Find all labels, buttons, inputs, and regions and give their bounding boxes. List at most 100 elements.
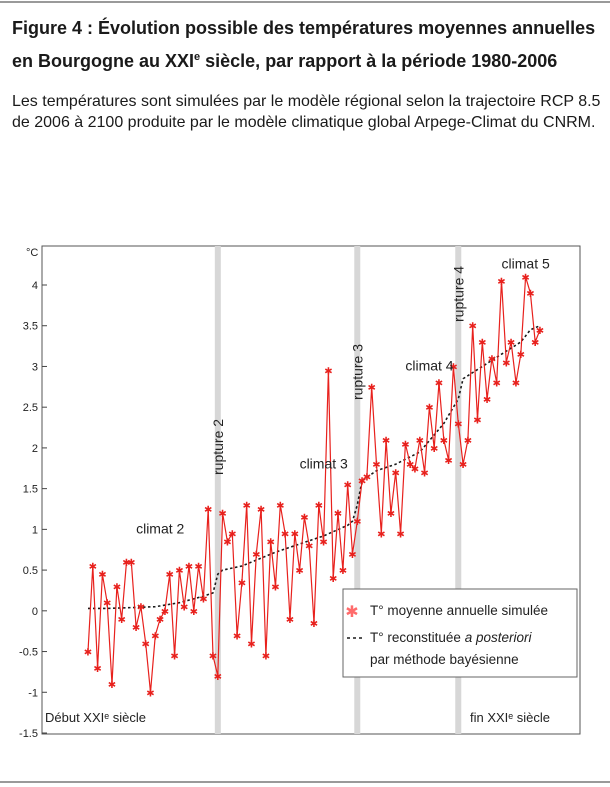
simulated-point: ✱ [199, 595, 207, 606]
simulated-point: ✱ [344, 481, 352, 492]
simulated-point: ✱ [295, 566, 303, 577]
simulated-point: ✱ [420, 468, 428, 479]
simulated-point: ✱ [93, 664, 101, 675]
simulated-point: ✱ [353, 517, 361, 528]
period-labels: climat 2 climat 3 climat 4 climat 5 [136, 256, 550, 537]
simulated-point: ✱ [425, 403, 433, 414]
rupture-band [214, 246, 221, 734]
simulated-line [87, 276, 541, 693]
simulated-point: ✱ [348, 550, 356, 561]
simulated-point: ✱ [334, 509, 342, 520]
simulated-point: ✱ [252, 550, 260, 561]
y-tick-label: -1.5 [19, 728, 38, 740]
simulated-point: ✱ [324, 367, 332, 378]
simulated-point: ✱ [483, 395, 491, 406]
reconstructed-line [88, 324, 541, 610]
top-rule [0, 1, 610, 3]
y-tick-label: 1.5 [23, 484, 38, 496]
simulated-point: ✱ [464, 436, 472, 447]
period-label: climat 4 [405, 358, 453, 374]
simulated-point: ✱ [271, 582, 279, 593]
y-tick-label: -0.5 [19, 647, 38, 659]
simulated-point: ✱ [118, 615, 126, 626]
rupture-label: rupture 4 [450, 266, 466, 322]
rupture-band [354, 246, 361, 734]
simulated-point: ✱ [209, 652, 217, 663]
simulated-point: ✱ [281, 529, 289, 540]
simulated-point: ✱ [262, 652, 270, 663]
simulated-point: ✱ [493, 379, 501, 390]
simulated-point: ✱ [444, 456, 452, 467]
simulated-point: ✱ [122, 558, 130, 569]
simulated-point: ✱ [526, 289, 534, 300]
simulated-point: ✱ [319, 538, 327, 549]
simulated-point: ✱ [113, 582, 121, 593]
simulated-point: ✱ [127, 558, 135, 569]
simulated-point: ✱ [416, 436, 424, 447]
simulated-point: ✱ [286, 615, 294, 626]
simulated-point: ✱ [291, 529, 299, 540]
simulated-point: ✱ [512, 379, 520, 390]
simulated-point: ✱ [166, 570, 174, 581]
simulated-point: ✱ [103, 599, 111, 610]
simulated-point: ✱ [137, 603, 145, 614]
period-label: climat 5 [502, 256, 550, 272]
simulated-series: ✱✱✱✱✱✱✱✱✱✱✱✱✱✱✱✱✱✱✱✱✱✱✱✱✱✱✱✱✱✱✱✱✱✱✱✱✱✱✱✱… [84, 273, 544, 699]
simulated-point: ✱ [315, 501, 323, 512]
simulated-point: ✱ [372, 460, 380, 471]
legend-simulated-label: T° moyenne annuelle simulée [370, 603, 548, 618]
simulated-point: ✱ [478, 338, 486, 349]
simulated-point: ✱ [142, 639, 150, 650]
simulated-point: ✱ [536, 326, 544, 337]
simulated-point: ✱ [382, 436, 390, 447]
y-tick-label: 1 [32, 524, 38, 536]
period-label: climat 2 [136, 520, 184, 536]
simulated-point: ✱ [194, 562, 202, 573]
simulated-point: ✱ [170, 652, 178, 663]
simulated-point: ✱ [469, 322, 477, 333]
x-start-label: Début XXIᵉ siècle [45, 710, 146, 725]
simulated-point: ✱ [214, 672, 222, 683]
simulated-point: ✱ [392, 468, 400, 479]
simulated-point: ✱ [459, 460, 467, 471]
simulated-point: ✱ [521, 273, 529, 284]
y-unit-label: °C [26, 247, 38, 259]
legend-star-icon: ✱ [345, 602, 358, 621]
y-tick-label: 0.5 [23, 565, 38, 577]
simulated-point: ✱ [387, 509, 395, 520]
period-label: climat 3 [300, 455, 348, 471]
simulated-point: ✱ [411, 464, 419, 475]
figure-title-text: Figure 4 : Évolution possible des tempér… [12, 18, 596, 71]
y-tick-label: 3.5 [23, 321, 38, 333]
simulated-point: ✱ [98, 570, 106, 581]
figure-title-text-end: siècle, par rapport à la période 1980-20… [200, 51, 558, 71]
legend-reconstructed-line2: par méthode bayésienne [370, 652, 519, 667]
y-tick-label: 3 [32, 361, 38, 373]
simulated-point: ✱ [233, 631, 241, 642]
y-axis: °C -1.5 -1 -0.5 0 0.5 1 1.5 2 2.5 3 3.5 4 [19, 247, 47, 740]
simulated-point: ✱ [507, 338, 515, 349]
simulated-point: ✱ [238, 578, 246, 589]
simulated-point: ✱ [454, 420, 462, 431]
simulated-point: ✱ [223, 538, 231, 549]
simulated-point: ✱ [132, 623, 140, 634]
legend-reconstructed-italic: a posteriori [465, 630, 533, 645]
simulated-point: ✱ [204, 505, 212, 516]
legend-reconstructed-label: T° reconstituée a posteriori [370, 630, 532, 645]
simulated-point: ✱ [267, 538, 275, 549]
simulated-point: ✱ [89, 562, 97, 573]
reconstructed-series [88, 324, 541, 610]
simulated-point: ✱ [185, 562, 193, 573]
simulated-point: ✱ [406, 460, 414, 471]
rupture-label: rupture 3 [349, 344, 365, 400]
y-tick-label: 2.5 [23, 402, 38, 414]
y-tick-label: -1 [28, 687, 38, 699]
simulated-point: ✱ [339, 566, 347, 577]
simulated-point: ✱ [146, 688, 154, 699]
simulated-point: ✱ [531, 338, 539, 349]
simulated-point: ✱ [358, 477, 366, 488]
simulated-point: ✱ [310, 619, 318, 630]
legend-box [342, 588, 578, 678]
figure-description: Les températures sont simulées par le mo… [12, 93, 601, 131]
